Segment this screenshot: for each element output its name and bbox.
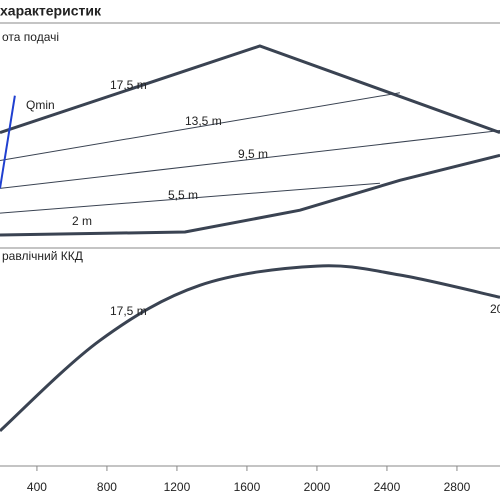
series-label: 17,5 m (110, 304, 147, 318)
series-label: Qmin (26, 98, 55, 112)
x-tick-label: 800 (97, 480, 117, 494)
x-tick-label: 1600 (234, 480, 261, 494)
series-line (0, 153, 500, 237)
series-label: 9,5 m (238, 147, 268, 161)
annotation: 20 (490, 302, 500, 316)
panel-title: ота подачі (2, 30, 59, 44)
series-label: 5,5 m (168, 188, 198, 202)
x-tick-label: 2400 (374, 480, 401, 494)
series-line (0, 264, 500, 433)
chart-title: характеристик (0, 3, 102, 19)
series-line (0, 182, 380, 214)
x-tick-label: 2800 (444, 480, 471, 494)
x-tick-label: 2000 (304, 480, 331, 494)
series-label: 13,5 m (185, 114, 222, 128)
series-line (0, 95, 16, 189)
series-line (0, 44, 500, 134)
series-line (0, 92, 400, 161)
panel-title: равлічний ККД (2, 249, 83, 263)
x-tick-label: 400 (27, 480, 47, 494)
x-tick-label: 1200 (164, 480, 191, 494)
series-line (0, 130, 500, 189)
series-label: 17,5 m (110, 78, 147, 92)
series-label: 2 m (72, 214, 92, 228)
